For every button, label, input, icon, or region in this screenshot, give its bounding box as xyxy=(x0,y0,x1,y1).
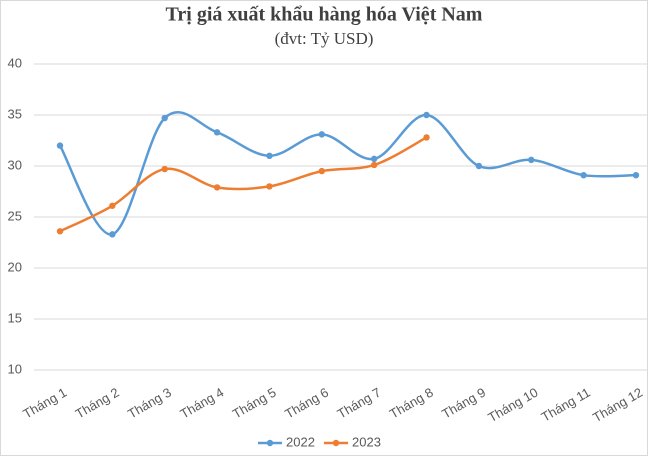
series-line xyxy=(58,136,428,233)
data-point xyxy=(161,165,168,173)
data-point xyxy=(528,156,535,164)
data-point xyxy=(213,129,221,136)
data-point xyxy=(56,228,64,235)
data-point xyxy=(318,167,325,175)
data-point xyxy=(475,162,483,170)
data-point xyxy=(580,171,587,179)
x-tick-label: Tháng 12 xyxy=(590,385,645,425)
y-tick-label: 10 xyxy=(8,361,22,376)
y-tick-label: 35 xyxy=(8,106,22,121)
data-point xyxy=(266,183,273,190)
data-point xyxy=(370,161,378,169)
x-tick-label: Tháng 5 xyxy=(230,385,279,422)
data-point xyxy=(213,184,221,191)
x-tick-label: Tháng 4 xyxy=(177,385,226,422)
y-tick-label: 15 xyxy=(8,310,22,325)
data-point xyxy=(266,152,273,159)
x-tick-label: Tháng 7 xyxy=(335,385,384,422)
chart-title: Trị giá xuất khẩu hàng hóa Việt Nam xyxy=(166,4,483,26)
data-point xyxy=(423,111,430,119)
x-tick-label: Tháng 9 xyxy=(439,385,488,422)
x-tick-label: Tháng 10 xyxy=(485,385,540,425)
x-tick-label: Tháng 11 xyxy=(539,385,593,425)
x-tick-label: Tháng 1 xyxy=(20,385,69,422)
x-tick-label: Tháng 8 xyxy=(387,385,436,422)
data-point xyxy=(423,134,430,141)
x-tick-label: Tháng 6 xyxy=(282,385,331,422)
legend-marker xyxy=(266,439,274,447)
data-point xyxy=(109,202,116,209)
data-point xyxy=(161,114,168,122)
data-point xyxy=(318,131,325,138)
legend-label: 2022 xyxy=(286,434,315,449)
data-point xyxy=(109,231,116,238)
series-line xyxy=(58,111,638,236)
y-tick-label: 30 xyxy=(8,157,22,172)
y-tick-label: 40 xyxy=(8,55,22,70)
x-tick-label: Tháng 2 xyxy=(73,385,122,422)
y-tick-label: 25 xyxy=(8,208,22,223)
legend-marker xyxy=(332,439,340,447)
data-point xyxy=(56,142,64,149)
chart-subtitle: (đvt: Tỷ USD) xyxy=(275,29,374,48)
data-point xyxy=(370,155,378,163)
data-point xyxy=(632,171,640,179)
legend-label: 2023 xyxy=(352,434,381,449)
x-tick-label: Tháng 3 xyxy=(125,385,174,422)
y-tick-label: 20 xyxy=(8,259,22,274)
